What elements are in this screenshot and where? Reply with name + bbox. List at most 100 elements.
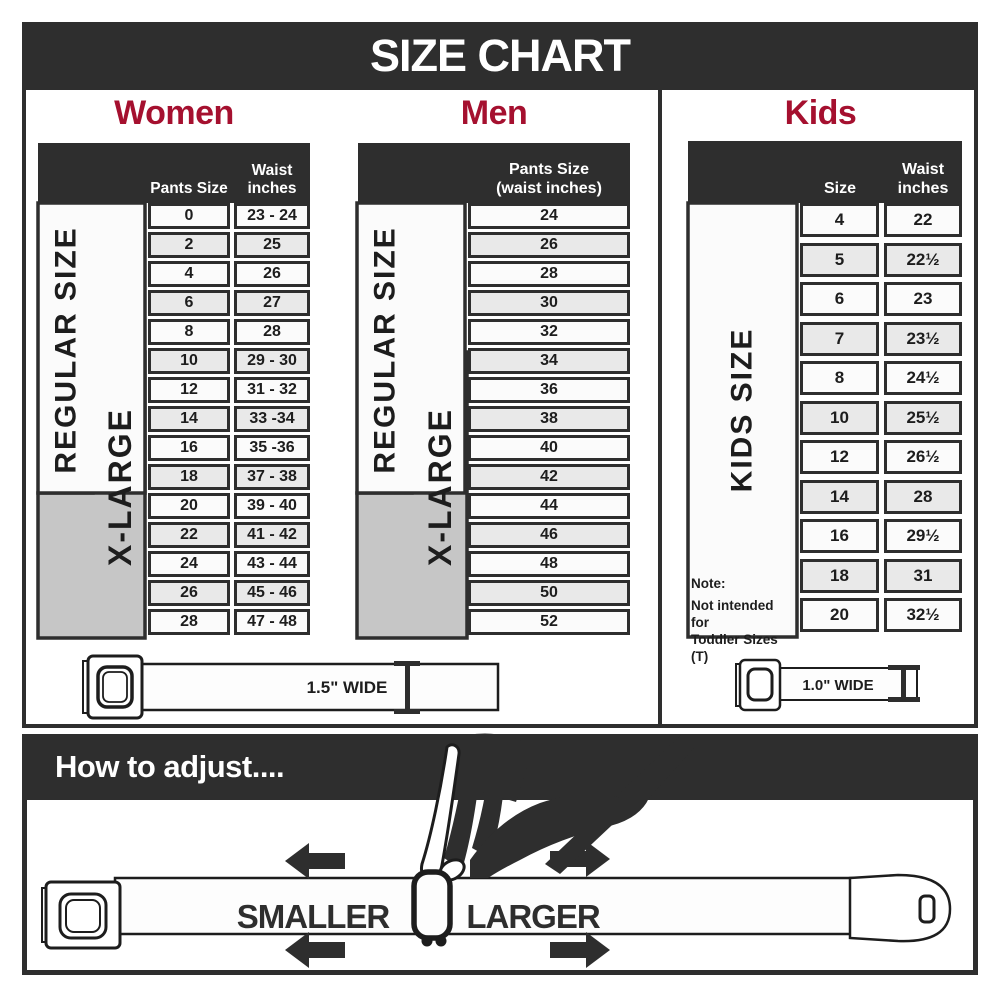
pants-size-cell: 48 — [468, 551, 630, 577]
waist-cell: 29½ — [884, 519, 962, 553]
pants-size-cell: 36 — [468, 377, 630, 403]
pants-size-cell: 12 — [148, 377, 230, 403]
pants-size-cell: 38 — [468, 406, 630, 432]
size-cell: 7 — [800, 321, 879, 356]
note-line: Toddler Sizes (T) — [691, 631, 778, 664]
waist-cell: 35 -36 — [234, 435, 310, 461]
pants-size-cell: 42 — [468, 464, 630, 490]
kids-table-row: 18 31 — [800, 558, 962, 593]
women-col-pants-size: Pants Size — [150, 180, 228, 198]
kids-table-row: 4 22 — [800, 203, 962, 237]
size-cell: 18 — [800, 558, 879, 593]
pants-size-cell: 44 — [468, 493, 630, 519]
waist-cell: 33 -34 — [234, 406, 310, 432]
pants-size-cell: 6 — [148, 290, 230, 316]
kids-table-row: 20 32½ — [800, 598, 962, 632]
kids-table-row: 16 29½ — [800, 519, 962, 553]
waist-cell: 37 - 38 — [234, 464, 310, 490]
waist-cell: 43 - 44 — [234, 551, 310, 577]
men-table-row: 40 — [468, 435, 630, 461]
women-table-row: 4 26 — [148, 261, 310, 287]
pants-size-cell: 32 — [468, 319, 630, 345]
women-table-row: 26 45 - 46 — [148, 580, 310, 606]
men-col-pants-size: Pants Size (waist inches) — [496, 161, 602, 197]
waist-cell: 26½ — [884, 440, 962, 474]
kids-size-box — [686, 201, 799, 639]
pants-size-cell: 4 — [148, 261, 230, 287]
size-cell: 10 — [800, 400, 879, 435]
waist-cell: 24½ — [884, 361, 962, 395]
women-table-row: 24 43 - 44 — [148, 551, 310, 577]
men-table-row: 32 — [468, 319, 630, 345]
kids-section-divider — [658, 90, 662, 728]
waist-cell: 45 - 46 — [234, 580, 310, 606]
men-regular-size-label: REGULAR SIZE — [369, 226, 402, 473]
size-cell: 20 — [800, 598, 879, 632]
men-xlarge-label: X-LARGE — [422, 408, 458, 566]
kids-size-group-label: KIDS SIZE — [686, 201, 799, 639]
pants-size-cell: 26 — [148, 580, 230, 606]
men-table-row: 52 — [468, 609, 630, 635]
men-size-table: 24 26 28 30 32 34 36 — [468, 203, 630, 638]
kids-table-row: 7 23½ — [800, 321, 962, 356]
waist-cell: 31 - 32 — [234, 377, 310, 403]
pants-size-cell: 16 — [148, 435, 230, 461]
women-table-header: Pants Size Waist inches — [38, 143, 310, 203]
waist-cell: 23½ — [884, 321, 962, 356]
note-line: Not intended for — [691, 597, 774, 630]
kids-table-row: 6 23 — [800, 282, 962, 316]
kids-table-row: 12 26½ — [800, 440, 962, 474]
waist-cell: 25 — [234, 232, 310, 258]
pants-size-cell: 28 — [148, 609, 230, 635]
men-table-row: 38 — [468, 406, 630, 432]
size-cell: 4 — [800, 203, 879, 237]
pants-size-cell: 24 — [468, 203, 630, 229]
men-table-row: 36 — [468, 377, 630, 403]
waist-cell: 28 — [234, 319, 310, 345]
note-title: Note: — [691, 576, 726, 591]
women-table-row: 10 29 - 30 — [148, 348, 310, 374]
size-cell: 6 — [800, 282, 879, 316]
waist-cell: 22 — [884, 203, 962, 237]
men-table-row: 28 — [468, 261, 630, 287]
women-table-row: 22 41 - 42 — [148, 522, 310, 548]
pants-size-cell: 40 — [468, 435, 630, 461]
men-table-row: 48 — [468, 551, 630, 577]
waist-cell: 31 — [884, 558, 962, 593]
kids-size-table: 4 22 5 22½ 6 23 7 23½ 8 24½ — [800, 203, 962, 638]
women-table-row: 16 35 -36 — [148, 435, 310, 461]
pants-size-cell: 52 — [468, 609, 630, 635]
size-cell: 12 — [800, 440, 879, 474]
pants-size-cell: 26 — [468, 232, 630, 258]
men-table-row: 46 — [468, 522, 630, 548]
men-size-group-labels: REGULAR SIZE X-LARGE — [355, 201, 469, 640]
men-table-row: 34 — [468, 348, 630, 374]
pants-size-cell: 0 — [148, 203, 230, 229]
pants-size-cell: 18 — [148, 464, 230, 490]
pants-size-cell: 22 — [148, 522, 230, 548]
women-table-row: 0 23 - 24 — [148, 203, 310, 229]
kids-col-size: Size — [823, 179, 856, 197]
kids-table-row: 5 22½ — [800, 242, 962, 277]
regular-size-box — [36, 201, 147, 495]
women-size-table: 0 23 - 24 2 25 4 26 6 27 8 28 — [148, 203, 310, 638]
women-col-waist-inches: Waist inches — [247, 162, 297, 198]
waist-cell: 22½ — [884, 242, 962, 277]
title-bar: SIZE CHART — [22, 22, 978, 90]
waist-cell: 23 — [884, 282, 962, 316]
men-table-row: 26 — [468, 232, 630, 258]
men-table-row: 30 — [468, 290, 630, 316]
pants-size-cell: 34 — [468, 348, 630, 374]
how-to-adjust-band: How to adjust.... — [22, 734, 978, 800]
women-table-row: 2 25 — [148, 232, 310, 258]
waist-cell: 26 — [234, 261, 310, 287]
kids-size-label: KIDS SIZE — [726, 328, 759, 493]
men-table-row: 50 — [468, 580, 630, 606]
waist-cell: 29 - 30 — [234, 348, 310, 374]
size-cell: 16 — [800, 519, 879, 553]
women-xlarge-label: X-LARGE — [102, 408, 138, 566]
men-table-row: 24 — [468, 203, 630, 229]
pants-size-cell: 2 — [148, 232, 230, 258]
men-section-heading: Men — [460, 94, 528, 132]
